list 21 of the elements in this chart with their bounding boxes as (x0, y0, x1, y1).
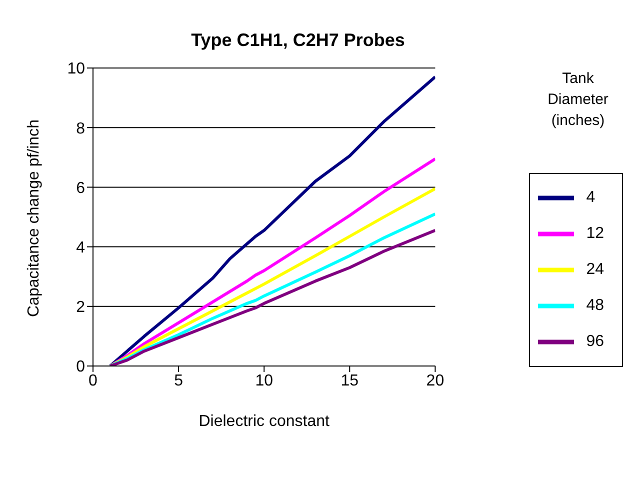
x-tick-label: 15 (340, 372, 359, 390)
legend-label: 24 (586, 261, 604, 278)
x-axis-title: Dielectric constant (198, 413, 330, 430)
legend-title: Tank Diameter (inches) (546, 69, 610, 131)
legend-label: 12 (586, 225, 604, 242)
y-tick-label: 10 (67, 60, 86, 78)
legend-label: 96 (586, 333, 604, 350)
x-tick-label: 10 (255, 372, 274, 390)
y-tick-label: 2 (76, 299, 86, 316)
chart-title: Type C1H1, C2H7 Probes (190, 30, 406, 51)
x-tick-label: 20 (426, 372, 444, 390)
x-tick-label: 0 (88, 372, 98, 390)
y-axis-title: Capacitance change pf/inch (26, 120, 43, 317)
x-tick-label: 5 (174, 372, 184, 390)
legend-label: 48 (586, 297, 604, 314)
y-tick-label: 0 (76, 358, 86, 376)
legend-label: 4 (586, 189, 596, 206)
y-tick-label: 8 (76, 120, 86, 138)
line-series (108, 75, 436, 366)
y-tick-label: 6 (76, 180, 86, 197)
y-tick-label: 4 (76, 239, 86, 256)
